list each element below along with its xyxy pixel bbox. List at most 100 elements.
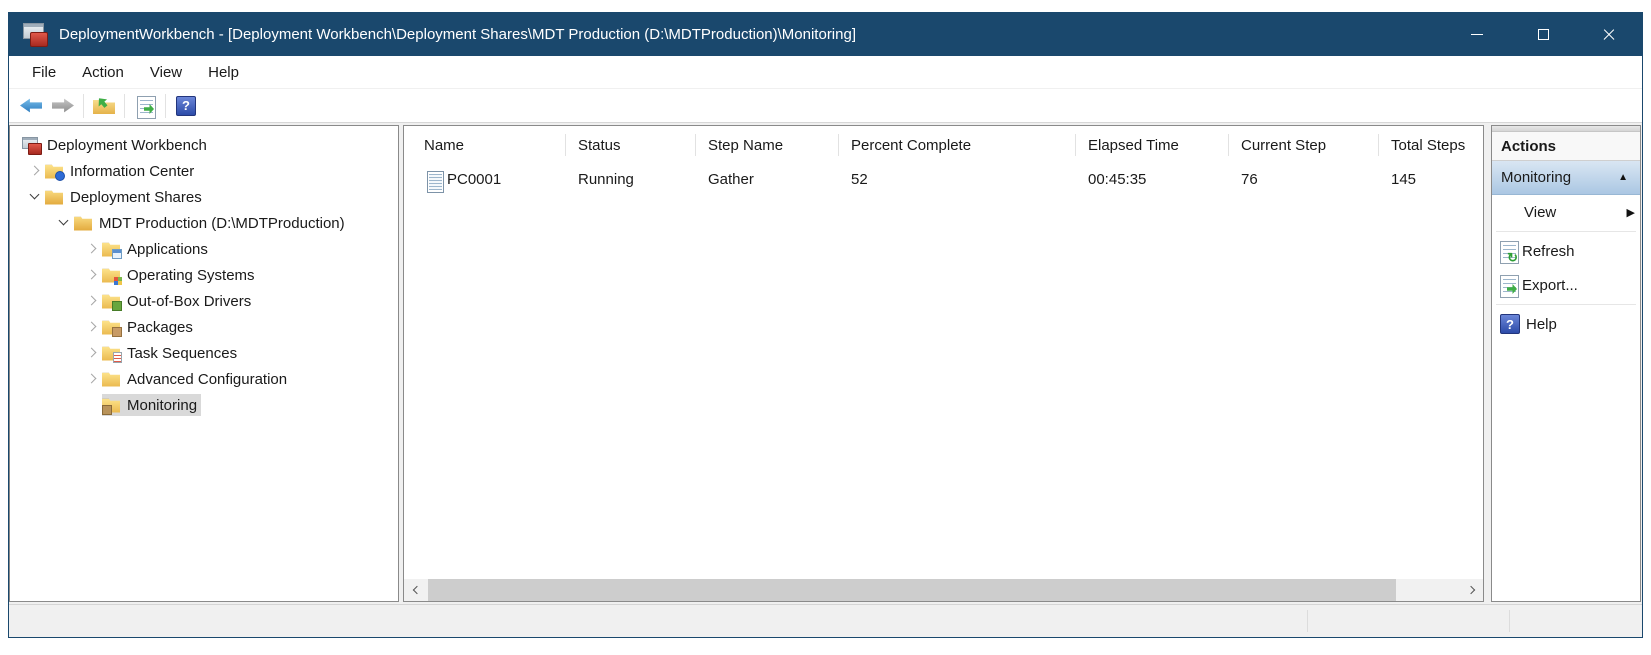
cell-status: Running: [578, 170, 634, 188]
folder-icon: [102, 371, 121, 388]
forward-button[interactable]: [47, 92, 79, 120]
workbench-icon: [22, 136, 42, 155]
actions-separator: [1496, 231, 1636, 232]
tree-item-monitoring[interactable]: Monitoring: [10, 392, 398, 418]
chevron-right-icon[interactable]: [85, 346, 99, 360]
maximize-button[interactable]: [1510, 13, 1576, 56]
app-icon: [23, 22, 49, 47]
folder-drivers-icon: [102, 293, 122, 311]
back-icon: [20, 98, 42, 113]
chevron-left-icon: [412, 585, 421, 595]
chevron-right-icon: [1466, 585, 1475, 595]
submenu-arrow-icon: ▶: [1626, 206, 1635, 219]
export-list-icon: [137, 96, 156, 119]
deployment-workbench-window: DeploymentWorkbench - [Deployment Workbe…: [8, 12, 1643, 638]
folder-info-icon: [45, 163, 65, 181]
action-help[interactable]: Help: [1492, 307, 1640, 341]
help-icon: [1500, 314, 1520, 334]
chevron-right-icon[interactable]: [28, 164, 42, 178]
chevron-right-icon[interactable]: [85, 242, 99, 256]
column-header-name[interactable]: Name: [404, 126, 566, 164]
tree-item-out-of-box-drivers[interactable]: Out-of-Box Drivers: [10, 288, 398, 314]
computer-icon: [426, 170, 444, 193]
chevron-right-icon[interactable]: [85, 294, 99, 308]
scroll-left-button[interactable]: [404, 579, 426, 601]
action-label: View: [1524, 203, 1557, 221]
action-label: Export...: [1522, 276, 1578, 294]
chevron-right-icon[interactable]: [85, 372, 99, 386]
up-one-level-button[interactable]: [88, 92, 120, 120]
menu-file[interactable]: File: [32, 63, 57, 81]
action-view[interactable]: View ▶: [1492, 195, 1640, 229]
tree-item-mdt-production[interactable]: MDT Production (D:\MDTProduction): [10, 210, 398, 236]
menu-view[interactable]: View: [149, 63, 183, 81]
list-header: Name Status Step Name Percent Complete E…: [404, 126, 1483, 164]
maximize-icon: [1537, 29, 1549, 40]
help-icon: [176, 95, 196, 116]
actions-group-label: Monitoring: [1501, 169, 1572, 186]
tree-item-packages[interactable]: Packages: [10, 314, 398, 340]
folder-packages-icon: [102, 319, 122, 337]
tree-item-label: Deployment Workbench: [47, 136, 207, 154]
toolbar-separator: [83, 93, 84, 118]
forward-icon: [52, 98, 74, 113]
cell-percent-complete: 52: [851, 170, 868, 188]
horizontal-scrollbar[interactable]: [404, 579, 1483, 601]
tree-item-task-sequences[interactable]: Task Sequences: [10, 340, 398, 366]
help-button[interactable]: [170, 92, 202, 120]
column-header-status[interactable]: Status: [566, 126, 696, 164]
actions-pane-header-strip: [1492, 126, 1640, 132]
tree-item-operating-systems[interactable]: Operating Systems: [10, 262, 398, 288]
tree-item-advanced-configuration[interactable]: Advanced Configuration: [10, 366, 398, 392]
export-list-button[interactable]: [129, 92, 161, 120]
toolbar-separator: [165, 93, 166, 118]
actions-pane-title: Actions: [1492, 132, 1640, 161]
folder-task-sequences-icon: [102, 345, 122, 363]
tree-item-label: Deployment Shares: [70, 188, 202, 206]
scroll-right-button[interactable]: [1461, 579, 1483, 601]
export-icon: [1500, 275, 1519, 298]
window-controls: [1444, 13, 1642, 56]
minimize-button[interactable]: [1444, 13, 1510, 56]
action-label: Help: [1526, 315, 1557, 333]
cell-elapsed-time: 00:45:35: [1088, 170, 1147, 188]
toolbar: [9, 89, 1642, 123]
back-button[interactable]: [15, 92, 47, 120]
actions-group-monitoring[interactable]: Monitoring ▲: [1492, 161, 1640, 195]
folder-open-icon: [74, 215, 93, 232]
scrollbar-track[interactable]: [426, 579, 1461, 601]
menu-help[interactable]: Help: [208, 63, 239, 81]
status-bar-separator: [1307, 610, 1308, 632]
column-header-step-name[interactable]: Step Name: [696, 126, 839, 164]
actions-pane: Actions Monitoring ▲ View ▶ Refresh Expo…: [1491, 125, 1641, 602]
tree-item-deployment-shares[interactable]: Deployment Shares: [10, 184, 398, 210]
action-refresh[interactable]: Refresh: [1492, 234, 1640, 268]
tree-item-applications[interactable]: Applications: [10, 236, 398, 262]
menu-action[interactable]: Action: [82, 63, 124, 81]
chevron-down-icon[interactable]: [57, 216, 71, 230]
close-button[interactable]: [1576, 13, 1642, 56]
toolbar-separator: [124, 93, 125, 118]
tree-item-label: Advanced Configuration: [127, 370, 288, 388]
chevron-down-icon[interactable]: [28, 190, 42, 204]
column-header-elapsed-time[interactable]: Elapsed Time: [1076, 126, 1229, 164]
column-header-percent-complete[interactable]: Percent Complete: [839, 126, 1076, 164]
tree-item-deployment-workbench[interactable]: Deployment Workbench: [10, 132, 398, 158]
chevron-right-icon[interactable]: [85, 320, 99, 334]
content-area: Deployment Workbench Information Center …: [9, 123, 1642, 604]
action-export[interactable]: Export...: [1492, 268, 1640, 302]
column-header-current-step[interactable]: Current Step: [1229, 126, 1379, 164]
tree-item-information-center[interactable]: Information Center: [10, 158, 398, 184]
results-pane: Name Status Step Name Percent Complete E…: [403, 125, 1484, 602]
chevron-right-icon[interactable]: [85, 268, 99, 282]
column-header-total-steps[interactable]: Total Steps: [1391, 136, 1466, 154]
collapse-arrow-icon[interactable]: ▲: [1618, 172, 1628, 183]
menu-bar: File Action View Help: [9, 56, 1642, 89]
table-row[interactable]: PC0001 Running Gather 52 00:45:35 76 145: [404, 164, 1483, 194]
tree-item-label: Information Center: [70, 162, 195, 180]
folder-monitoring-icon: [102, 397, 121, 415]
folder-applications-icon: [102, 241, 122, 259]
window-title: DeploymentWorkbench - [Deployment Workbe…: [59, 26, 856, 43]
tree-item-label: MDT Production (D:\MDTProduction): [99, 214, 345, 232]
scrollbar-thumb[interactable]: [428, 579, 1396, 601]
